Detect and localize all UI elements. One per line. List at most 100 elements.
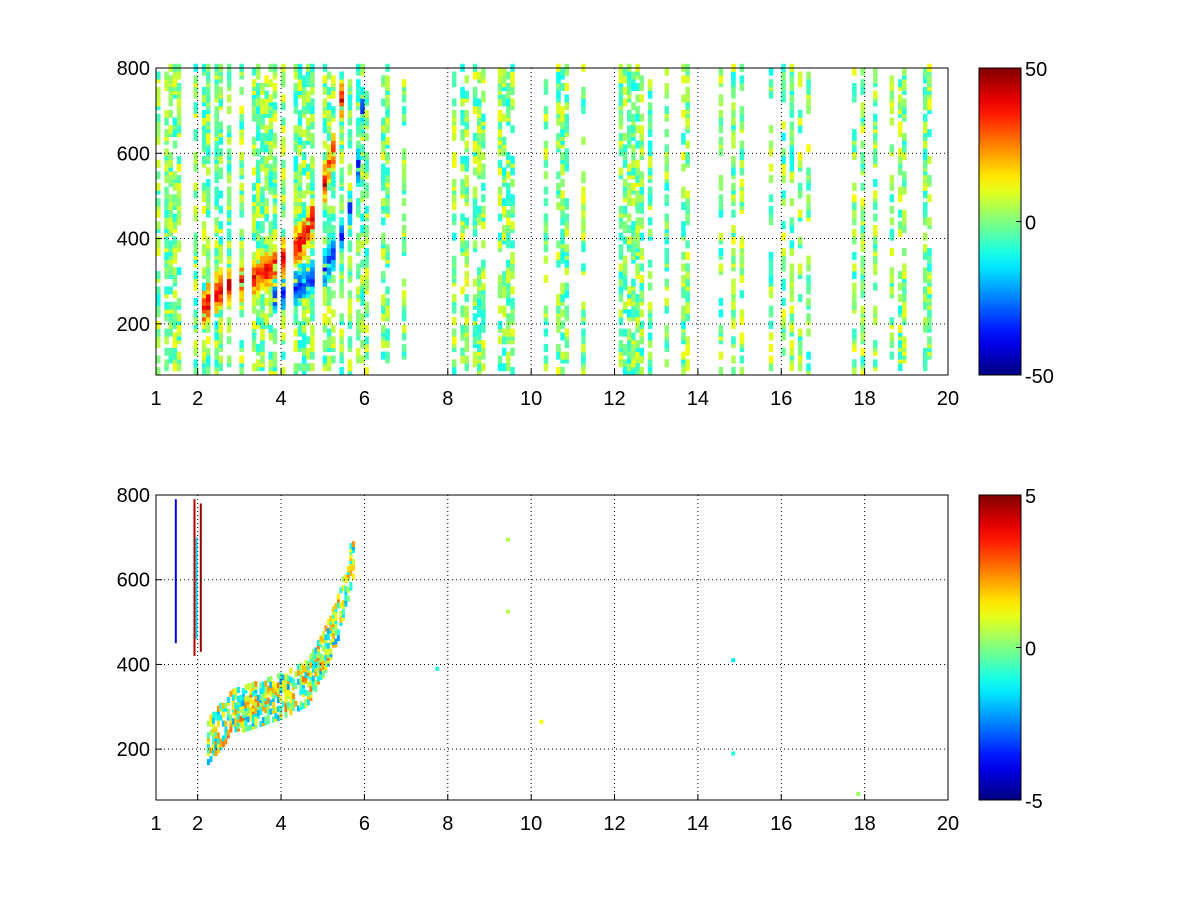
- heatmap-cell: [336, 593, 340, 600]
- heatmap-cell: [293, 71, 299, 80]
- heatmap-cell: [731, 225, 736, 233]
- heatmap-cell: [206, 759, 210, 766]
- heatmap-cell: [331, 190, 336, 199]
- heatmap-streak: [193, 499, 196, 656]
- heatmap-cell: [789, 240, 795, 249]
- heatmap-cell: [927, 255, 932, 264]
- heatmap-cell: [681, 186, 686, 195]
- heatmap-cell: [898, 94, 903, 103]
- heatmap-cell: [236, 687, 240, 693]
- heatmap-cell: [768, 305, 774, 314]
- heatmap-cell: [731, 336, 736, 345]
- y-tick-label: 800: [117, 485, 150, 507]
- heatmap-cell: [481, 67, 486, 76]
- heatmap-cell: [510, 286, 515, 295]
- heatmap-cell: [324, 655, 328, 662]
- heatmap-cell: [806, 144, 811, 153]
- heatmap-cell: [309, 653, 313, 660]
- heatmap-cell: [281, 332, 286, 341]
- heatmap-cell: [310, 363, 315, 372]
- heatmap-cell: [239, 367, 244, 375]
- heatmap-cell: [306, 171, 311, 180]
- heatmap-cell: [239, 121, 244, 130]
- heatmap-cell: [543, 198, 549, 207]
- heatmap-cell: [635, 294, 640, 303]
- heatmap-cell: [156, 297, 161, 306]
- heatmap-cell: [506, 259, 511, 268]
- heatmap-cell: [685, 198, 690, 207]
- heatmap-cell: [329, 639, 333, 646]
- heatmap-cell: [781, 317, 786, 326]
- heatmap-cell: [510, 71, 515, 80]
- heatmap-cell: [681, 132, 686, 141]
- heatmap-cell: [216, 732, 220, 739]
- heatmap-cell: [293, 155, 299, 164]
- heatmap-cell: [581, 232, 586, 241]
- heatmap-cell: [260, 98, 265, 107]
- heatmap-cell: [360, 163, 365, 172]
- heatmap-cell: [344, 574, 348, 581]
- heatmap-cell: [564, 213, 569, 222]
- heatmap-cell: [268, 324, 273, 333]
- heatmap-cell: [873, 263, 878, 272]
- heatmap-cell: [260, 113, 265, 122]
- heatmap-cell: [360, 355, 365, 364]
- heatmap-cell: [401, 290, 407, 299]
- heatmap-cell: [718, 136, 724, 145]
- heatmap-cell: [284, 673, 288, 680]
- heatmap-cell: [281, 236, 286, 245]
- heatmap-cell: [560, 309, 565, 318]
- heatmap-cell: [731, 117, 736, 126]
- heatmap-cell: [898, 294, 903, 303]
- heatmap-cell: [622, 179, 628, 187]
- heatmap-cell: [631, 159, 636, 168]
- heatmap-cell: [806, 255, 811, 264]
- heatmap-cell: [681, 251, 686, 260]
- heatmap-cell: [481, 132, 486, 141]
- heatmap-cell: [326, 642, 330, 649]
- heatmap-cell: [239, 228, 244, 237]
- heatmap-cell: [797, 236, 803, 245]
- heatmap-cell: [639, 309, 644, 318]
- heatmap-cell: [685, 190, 690, 199]
- heatmap-cell: [193, 347, 198, 356]
- heatmap-cell: [244, 684, 248, 691]
- heatmap-cell: [168, 221, 173, 230]
- heatmap-cell: [294, 671, 298, 678]
- heatmap-cell: [739, 194, 745, 203]
- heatmap-cell: [260, 294, 265, 303]
- heatmap-cell: [304, 666, 308, 673]
- heatmap-cell: [923, 94, 928, 103]
- heatmap-cell: [472, 186, 478, 195]
- heatmap-cell: [852, 83, 857, 91]
- heatmap-cell: [852, 228, 857, 237]
- heatmap-cell: [923, 363, 928, 372]
- heatmap-cell: [322, 236, 328, 245]
- heatmap-cell: [460, 225, 465, 233]
- heatmap-cell: [226, 240, 232, 249]
- heatmap-cell: [172, 140, 178, 149]
- heatmap-cell: [310, 121, 315, 130]
- heatmap-cell: [781, 148, 786, 157]
- heatmap-cell: [556, 240, 561, 249]
- heatmap-cell: [889, 317, 895, 326]
- heatmap-cell: [293, 271, 299, 280]
- heatmap-cell: [860, 209, 865, 218]
- heatmap-cell: [556, 132, 561, 141]
- heatmap-cell: [356, 79, 361, 88]
- heatmap-cell: [347, 182, 353, 191]
- heatmap-cell: [401, 225, 407, 233]
- heatmap-cell: [310, 286, 315, 295]
- heatmap-cell: [249, 706, 253, 713]
- heatmap-cell: [472, 86, 478, 95]
- heatmap-cell: [739, 159, 745, 168]
- heatmap-cell: [356, 125, 361, 134]
- heatmap-cell: [647, 228, 653, 237]
- heatmap-cell: [510, 328, 515, 337]
- heatmap-cell: [464, 175, 469, 184]
- heatmap-cell: [211, 744, 215, 751]
- heatmap-cell: [622, 367, 628, 375]
- heatmap-cell: [647, 148, 653, 157]
- heatmap-cell: [581, 301, 586, 310]
- heatmap-cell: [341, 608, 345, 615]
